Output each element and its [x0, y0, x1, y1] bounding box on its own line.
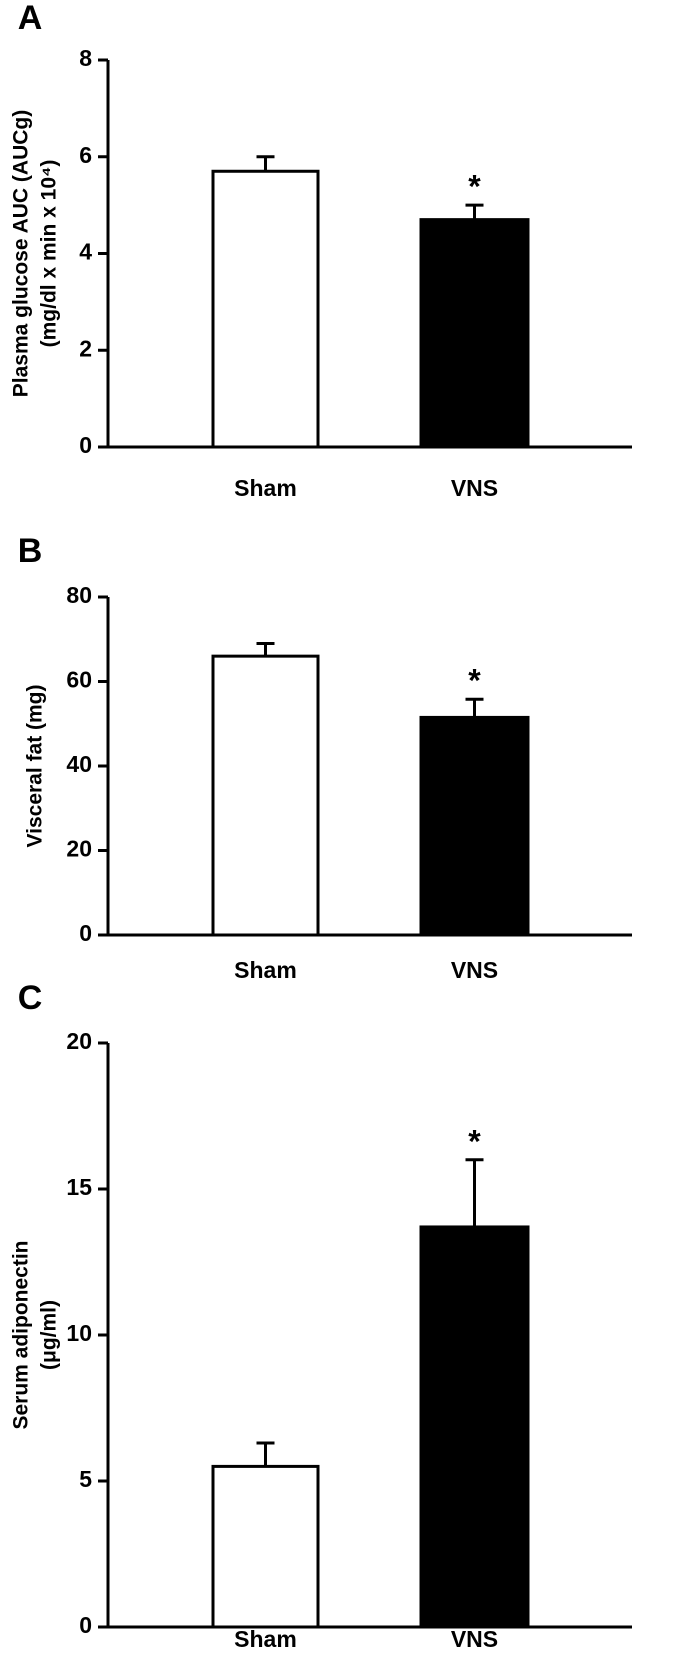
x-tick-label: VNS	[451, 1626, 498, 1652]
x-tick-label: VNS	[451, 957, 498, 983]
panel-label: C	[18, 979, 43, 1017]
y-axis-label: Plasma glucose AUC (AUCg)	[10, 110, 33, 397]
significance-marker: *	[468, 1123, 481, 1159]
y-tick-label: 15	[66, 1174, 92, 1200]
y-tick-label: 80	[66, 582, 92, 608]
bar	[419, 1225, 530, 1629]
y-axis-label: (mg/dl x min x 10⁴)	[38, 160, 61, 348]
bar	[211, 1464, 320, 1629]
y-axis-label: Serum adiponectin	[10, 1240, 33, 1429]
y-tick-label: 40	[66, 751, 92, 777]
y-tick-label: 20	[66, 836, 92, 862]
y-tick-label: 20	[66, 1028, 92, 1054]
panel-label: A	[18, 0, 43, 37]
y-tick-label: 0	[79, 920, 92, 946]
x-tick-label: Sham	[234, 475, 297, 501]
bar	[419, 218, 530, 449]
y-axis-label: Visceral fat (mg)	[24, 684, 47, 847]
bar	[211, 169, 320, 449]
y-tick-label: 0	[79, 1612, 92, 1638]
significance-marker: *	[468, 663, 481, 699]
bar	[211, 654, 320, 937]
x-tick-label: VNS	[451, 475, 498, 501]
y-axis-label: (μg/ml)	[38, 1300, 61, 1370]
y-tick-label: 6	[79, 142, 92, 168]
y-tick-label: 4	[79, 239, 92, 265]
y-tick-label: 2	[79, 335, 92, 361]
bar	[419, 715, 530, 937]
y-tick-label: 10	[66, 1320, 92, 1346]
x-tick-label: Sham	[234, 957, 297, 983]
x-tick-label: Sham	[234, 1626, 297, 1652]
panel-label: B	[18, 532, 43, 570]
y-tick-label: 8	[79, 45, 92, 71]
y-tick-label: 60	[66, 667, 92, 693]
significance-marker: *	[468, 169, 481, 205]
y-tick-label: 0	[79, 432, 92, 458]
y-tick-label: 5	[79, 1466, 92, 1492]
